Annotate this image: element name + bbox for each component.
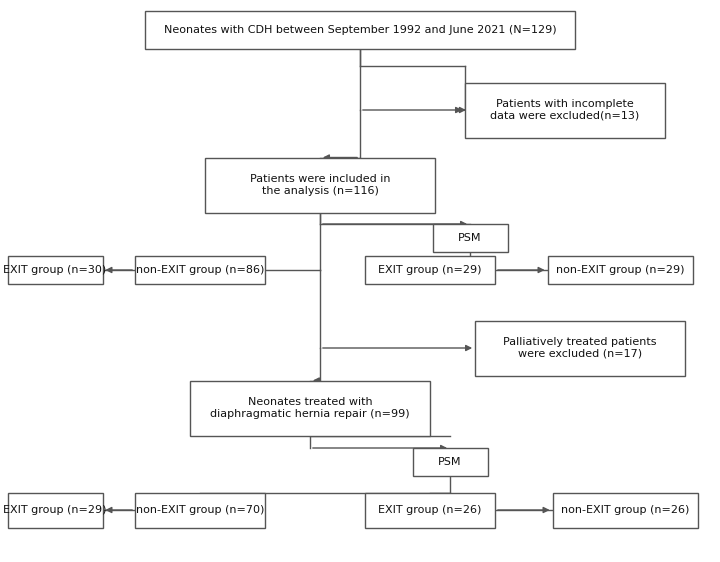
Text: EXIT group (n=29): EXIT group (n=29) xyxy=(4,505,107,515)
Text: EXIT group (n=29): EXIT group (n=29) xyxy=(378,265,482,275)
Text: EXIT group (n=30): EXIT group (n=30) xyxy=(4,265,107,275)
Text: Patients were included in
the analysis (n=116): Patients were included in the analysis (… xyxy=(250,174,390,196)
Bar xyxy=(465,83,665,138)
Text: Palliatively treated patients
were excluded (n=17): Palliatively treated patients were exclu… xyxy=(503,337,657,359)
Text: PSM: PSM xyxy=(438,457,462,467)
Text: Neonates with CDH between September 1992 and June 2021 (N=129): Neonates with CDH between September 1992… xyxy=(163,25,557,35)
Bar xyxy=(145,11,575,49)
Bar xyxy=(365,256,495,284)
Text: Patients with incomplete
data were excluded(n=13): Patients with incomplete data were exclu… xyxy=(490,99,639,121)
Bar xyxy=(7,492,102,528)
Text: non-EXIT group (n=86): non-EXIT group (n=86) xyxy=(136,265,264,275)
Text: PSM: PSM xyxy=(458,233,482,243)
Text: non-EXIT group (n=70): non-EXIT group (n=70) xyxy=(136,505,264,515)
Text: non-EXIT group (n=26): non-EXIT group (n=26) xyxy=(561,505,689,515)
Bar xyxy=(7,256,102,284)
Text: non-EXIT group (n=29): non-EXIT group (n=29) xyxy=(556,265,684,275)
Bar xyxy=(135,492,265,528)
Bar xyxy=(190,380,430,436)
Bar xyxy=(413,448,487,476)
Bar xyxy=(365,492,495,528)
Bar xyxy=(205,157,435,212)
Bar xyxy=(552,492,698,528)
Bar xyxy=(135,256,265,284)
Bar xyxy=(433,224,508,252)
Text: Neonates treated with
diaphragmatic hernia repair (n=99): Neonates treated with diaphragmatic hern… xyxy=(210,397,410,419)
Bar xyxy=(475,320,685,375)
Bar xyxy=(547,256,693,284)
Text: EXIT group (n=26): EXIT group (n=26) xyxy=(378,505,482,515)
